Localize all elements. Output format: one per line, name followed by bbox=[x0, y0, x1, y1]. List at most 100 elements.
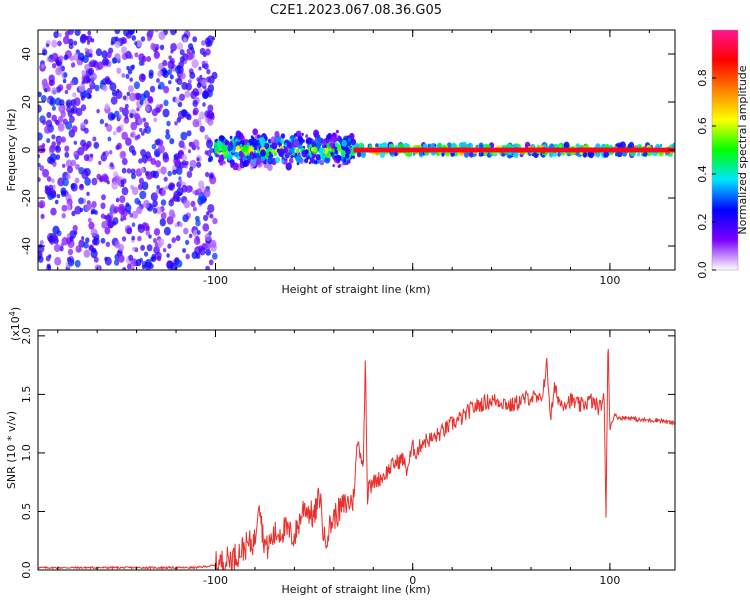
heatmap-cell bbox=[65, 159, 73, 168]
heatmap-cell bbox=[155, 206, 162, 215]
heatmap-cell bbox=[51, 39, 58, 48]
heatmap-cell bbox=[274, 130, 280, 138]
heatmap-cell bbox=[67, 30, 74, 35]
heatmap-cell bbox=[168, 184, 173, 190]
heatmap-cell bbox=[138, 177, 144, 185]
heatmap-cell bbox=[672, 142, 675, 149]
heatmap-cell bbox=[179, 56, 185, 63]
heatmap-cell bbox=[176, 87, 180, 92]
heatmap-cell bbox=[343, 158, 347, 163]
heatmap-cell bbox=[85, 237, 90, 243]
heatmap-cell bbox=[101, 194, 106, 201]
heatmap-cell bbox=[184, 90, 191, 98]
heatmap-cell bbox=[94, 210, 98, 215]
heatmap-cell bbox=[91, 201, 97, 208]
heatmap-cell bbox=[161, 189, 165, 194]
heatmap-cell bbox=[136, 40, 143, 48]
spectrogram-y-tick-label: 20 bbox=[20, 95, 33, 109]
heatmap-cell bbox=[102, 151, 106, 156]
heatmap-cell bbox=[186, 171, 193, 178]
heatmap-cell bbox=[295, 148, 300, 154]
heatmap-cell bbox=[208, 259, 214, 266]
heatmap-cell bbox=[131, 150, 137, 156]
heatmap-cell bbox=[356, 151, 362, 158]
heatmap-cell bbox=[143, 128, 147, 134]
heatmap-cell bbox=[314, 160, 318, 165]
heatmap-cell bbox=[296, 154, 302, 162]
heatmap-cell bbox=[505, 144, 509, 149]
heatmap-cell bbox=[419, 151, 423, 156]
heatmap-cell bbox=[86, 87, 93, 95]
heatmap-cell bbox=[202, 52, 207, 58]
heatmap-cell bbox=[191, 50, 196, 54]
heatmap-cell bbox=[84, 177, 91, 186]
heatmap-cell bbox=[80, 104, 87, 111]
heatmap-cell bbox=[147, 95, 153, 103]
chart-title: C2E1.2023.067.08.36.G05 bbox=[270, 3, 442, 18]
heatmap-cell bbox=[62, 35, 70, 45]
heatmap-cell bbox=[162, 154, 170, 163]
heatmap-cell bbox=[83, 249, 91, 258]
heatmap-cell bbox=[122, 267, 127, 270]
heatmap-cell bbox=[345, 147, 351, 155]
heatmap-cell bbox=[140, 167, 145, 173]
heatmap-cell bbox=[41, 63, 45, 68]
snr-scale-base: (x10 bbox=[9, 316, 22, 341]
heatmap-cell bbox=[112, 217, 119, 225]
heatmap-cell bbox=[171, 237, 176, 244]
heatmap-cell bbox=[51, 87, 58, 95]
heatmap-cell bbox=[115, 197, 120, 203]
heatmap-cell bbox=[148, 72, 154, 79]
heatmap-cell bbox=[263, 160, 267, 165]
heatmap-cell bbox=[203, 214, 209, 222]
heatmap-cell bbox=[73, 40, 78, 46]
heatmap-cell bbox=[192, 36, 198, 43]
heatmap-cell bbox=[106, 51, 112, 59]
colorbar-tick-label: 0.2 bbox=[696, 213, 709, 231]
heatmap-cell bbox=[327, 132, 333, 139]
heatmap-cell bbox=[66, 233, 71, 239]
heatmap-cell bbox=[160, 166, 167, 175]
heatmap-cell bbox=[178, 178, 183, 184]
heatmap-cell bbox=[196, 188, 202, 195]
heatmap-cell bbox=[141, 131, 145, 136]
heatmap-cell bbox=[125, 73, 130, 79]
heatmap-cell bbox=[280, 133, 286, 139]
heatmap-cell bbox=[155, 151, 160, 158]
heatmap-cell bbox=[196, 230, 201, 235]
heatmap-cell bbox=[162, 108, 170, 118]
heatmap-cell bbox=[140, 36, 146, 42]
heatmap-cell bbox=[77, 52, 85, 61]
heatmap-cell bbox=[67, 248, 74, 256]
heatmap-cell bbox=[154, 30, 159, 33]
heatmap-cell bbox=[451, 142, 457, 149]
heatmap-cell bbox=[315, 154, 321, 161]
heatmap-cell bbox=[170, 30, 177, 36]
heatmap-cell bbox=[188, 43, 194, 50]
heatmap-cell bbox=[247, 155, 252, 161]
heatmap-cell bbox=[166, 216, 174, 225]
heatmap-cell bbox=[196, 157, 200, 162]
heatmap-cell bbox=[187, 79, 192, 84]
heatmap-cell bbox=[78, 83, 86, 92]
snr-panel: -100 0 100 0.0 0.5 1.0 1.5 2.0 Height of straig… bbox=[5, 307, 676, 596]
heatmap-cell bbox=[468, 151, 474, 158]
heatmap-cell bbox=[90, 210, 95, 215]
heatmap-cell bbox=[191, 251, 198, 259]
snr-ylabel: SNR (10 * v/v) bbox=[5, 411, 18, 489]
heatmap-cell bbox=[158, 62, 164, 70]
heatmap-cell bbox=[162, 70, 169, 78]
heatmap-cell bbox=[196, 82, 202, 89]
heatmap-cell bbox=[195, 219, 201, 227]
heatmap-cell bbox=[152, 200, 158, 208]
heatmap-cell bbox=[186, 130, 192, 137]
heatmap-cell bbox=[118, 114, 122, 120]
heatmap-cell bbox=[46, 86, 51, 92]
heatmap-cell bbox=[143, 159, 147, 164]
heatmap-cell bbox=[205, 265, 210, 270]
heatmap-cell bbox=[178, 222, 183, 228]
heatmap-cell bbox=[196, 77, 200, 82]
heatmap-cell bbox=[157, 238, 165, 247]
heatmap-cell bbox=[88, 221, 95, 230]
heatmap-cell bbox=[67, 258, 75, 267]
